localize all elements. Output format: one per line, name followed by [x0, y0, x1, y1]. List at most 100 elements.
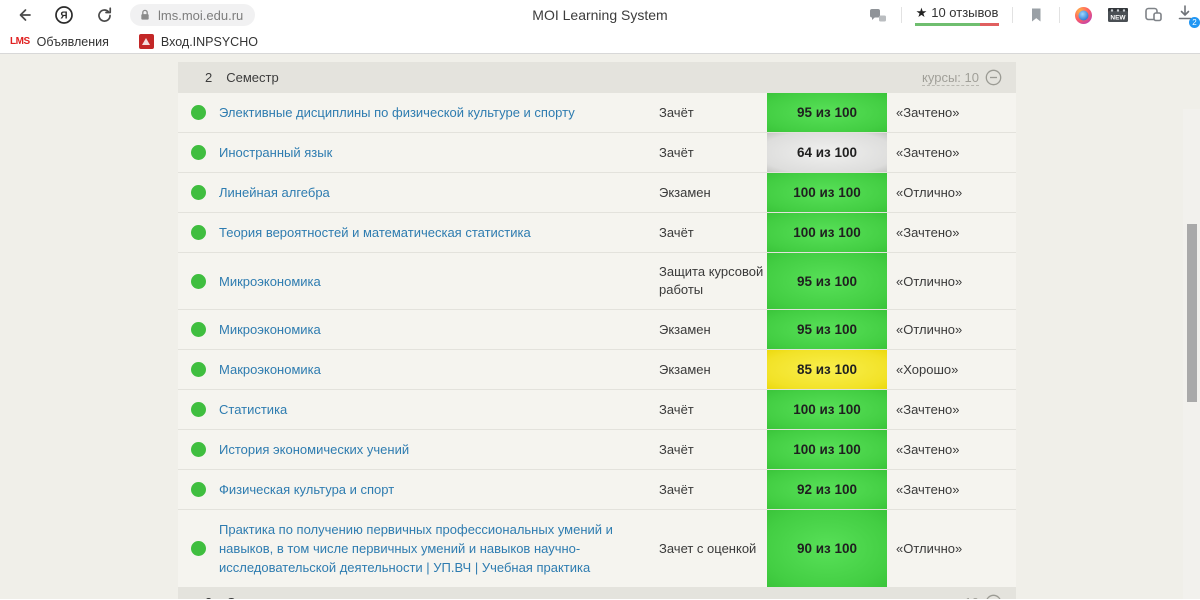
url-text: lms.moi.edu.ru [158, 7, 244, 23]
semester-number: 3 [205, 595, 212, 599]
bookmarks-bar: LMS Объявления Вход.INPSYCHO [0, 30, 1200, 54]
bookmark-label: Вход.INPSYCHO [160, 34, 258, 49]
bookmark-item-announcements[interactable]: LMS Объявления [10, 35, 109, 49]
score-badge: 64 из 100 [767, 133, 887, 172]
course-link[interactable]: Микроэкономика [219, 322, 321, 337]
course-link[interactable]: Практика по получению первичных професси… [219, 522, 613, 575]
course-link[interactable]: Теория вероятностей и математическая ста… [219, 225, 531, 240]
status-dot [191, 541, 206, 556]
course-row: Линейная алгебра Экзамен 100 из 100 «Отл… [178, 172, 1016, 212]
bookmark-label: Объявления [36, 34, 109, 49]
course-link[interactable]: Физическая культура и спорт [219, 482, 395, 497]
assessment-type: Зачёт [659, 224, 694, 240]
assessment-type: Экзамен [659, 361, 711, 377]
new-extension-button[interactable]: NEW [1106, 5, 1130, 25]
collapse-section-button[interactable] [985, 69, 1002, 86]
status-dot [191, 273, 206, 289]
score-badge: 92 из 100 [767, 470, 887, 509]
grade-text: «Отлично» [896, 541, 963, 556]
courses-count-link[interactable]: курсы: 10 [922, 595, 979, 600]
status-dot [191, 482, 206, 497]
score-badge: 95 из 100 [767, 253, 887, 309]
assessment-type: Зачёт [659, 144, 694, 160]
new-badge-icon: NEW [1108, 8, 1128, 22]
grade-text: «Зачтено» [896, 402, 960, 417]
assessment-type: Зачёт [659, 441, 694, 457]
collections-button[interactable] [1143, 5, 1163, 25]
scrollbar-thumb[interactable] [1187, 224, 1197, 402]
status-dot-cell [178, 273, 219, 289]
downloads-button[interactable]: 2 [1176, 4, 1200, 28]
back-arrow-icon [19, 9, 31, 21]
chat-button[interactable] [868, 5, 888, 25]
course-link[interactable]: Макроэкономика [219, 362, 321, 377]
score-badge: 95 из 100 [767, 93, 887, 132]
lms-favicon: LMS [10, 36, 30, 47]
course-link[interactable]: Иностранный язык [219, 145, 333, 160]
course-row: Иностранный язык Зачёт 64 из 100 «Зачтен… [178, 132, 1016, 172]
assessment-type: Зачёт [659, 481, 694, 497]
assessment-type: Зачёт [659, 104, 694, 120]
assessment-type: Экзамен [659, 321, 711, 337]
course-row: Элективные дисциплины по физической куль… [178, 93, 1016, 132]
assessment-type: Экзамен [659, 184, 711, 200]
chat-icon [870, 8, 886, 21]
browser-toolbar: Я lms.moi.edu.ru MOI Learning System [0, 0, 1200, 30]
course-row: История экономических учений Зачёт 100 и… [178, 429, 1016, 469]
status-dot [191, 185, 206, 200]
reload-button[interactable] [94, 5, 114, 25]
minus-circle-icon [985, 69, 1002, 86]
rating-bar [915, 22, 999, 26]
star-icon: ★ [915, 4, 928, 20]
status-dot-cell [178, 225, 219, 240]
grade-text: «Отлично» [896, 185, 963, 200]
yandex-icon: Я [55, 6, 73, 24]
vertical-scrollbar[interactable] [1183, 109, 1200, 599]
course-row: Теория вероятностей и математическая ста… [178, 212, 1016, 252]
status-dot-cell [178, 362, 219, 377]
status-dot [191, 402, 206, 417]
grade-text: «Зачтено» [896, 482, 960, 497]
grade-text: «Зачтено» [896, 105, 960, 120]
course-link[interactable]: Линейная алгебра [219, 185, 330, 200]
grade-text: «Зачтено» [896, 442, 960, 457]
site-rating-widget[interactable]: ★ 10 отзывов [915, 5, 999, 26]
grade-text: «Отлично» [896, 273, 963, 289]
score-badge: 85 из 100 [767, 350, 887, 389]
bookmark-button[interactable] [1026, 5, 1046, 25]
course-link[interactable]: История экономических учений [219, 442, 410, 457]
status-dot-cell [178, 185, 219, 200]
semester-number: 2 [205, 70, 213, 85]
collections-icon [1144, 7, 1162, 22]
back-button[interactable] [14, 5, 34, 25]
course-link[interactable]: Элективные дисциплины по физической куль… [219, 105, 575, 120]
lock-icon [141, 9, 149, 20]
expand-section-button[interactable] [985, 594, 1002, 599]
semester-title: Семестр [226, 595, 278, 599]
grade-text: «Зачтено» [896, 225, 960, 240]
courses-count-link[interactable]: курсы: 10 [922, 69, 979, 86]
bookmark-flag-icon [1032, 8, 1041, 22]
course-row: Микроэкономика Защита курсовой работы 95… [178, 252, 1016, 309]
grade-text: «Зачтено» [896, 145, 960, 160]
status-dot-cell [178, 322, 219, 337]
bookmark-item-inpsycho[interactable]: Вход.INPSYCHO [138, 34, 258, 49]
score-badge: 95 из 100 [767, 310, 887, 349]
svg-text:Я: Я [60, 11, 67, 22]
extension-avatar-button[interactable] [1073, 5, 1093, 25]
score-badge: 100 из 100 [767, 390, 887, 429]
toolbar-divider [1059, 7, 1060, 23]
download-icon [1178, 5, 1192, 20]
plus-circle-icon [986, 594, 1001, 599]
download-count-badge: 2 [1189, 17, 1200, 28]
score-badge: 100 из 100 [767, 173, 887, 212]
course-link[interactable]: Микроэкономика [219, 273, 321, 289]
yandex-browser-button[interactable]: Я [54, 5, 74, 25]
address-bar[interactable]: lms.moi.edu.ru [130, 4, 256, 26]
score-badge: 100 из 100 [767, 213, 887, 252]
course-row: Физическая культура и спорт Зачёт 92 из … [178, 469, 1016, 509]
assessment-type: Защита курсовой работы [659, 264, 764, 297]
course-link[interactable]: Статистика [219, 402, 288, 417]
grades-table: 2 Семестр курсы: 10 Элективные дисциплин… [178, 62, 1016, 599]
status-dot [191, 105, 206, 120]
